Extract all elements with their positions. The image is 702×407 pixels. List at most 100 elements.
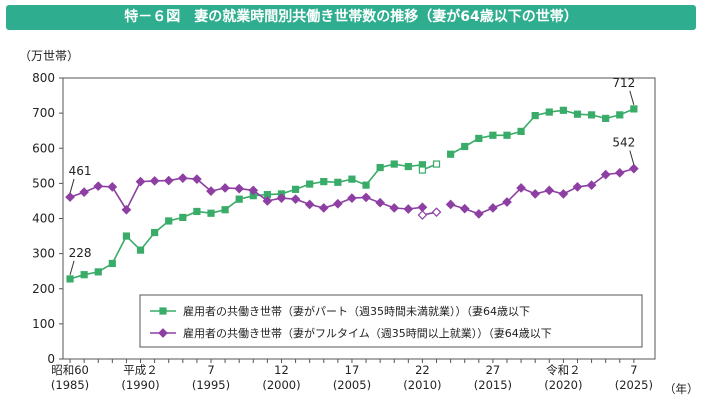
- x-tick-label: 7: [207, 363, 214, 377]
- x-tick-label: 7: [630, 363, 637, 377]
- data-point: [347, 193, 357, 203]
- legend-label: 雇用者の共働き世帯（妻がパート（週35時間未満就業））（妻64歳以下: [183, 304, 530, 318]
- data-point: [93, 181, 104, 192]
- data-point: [206, 186, 216, 196]
- data-point: [320, 178, 328, 186]
- data-point: [376, 163, 384, 172]
- legend-label: 雇用者の共働き世帯（妻がフルタイム（週35時間以上就業））（妻64歳以下: [183, 326, 552, 340]
- data-point: [94, 268, 102, 276]
- data-point: [306, 180, 314, 188]
- legend-marker: [159, 307, 167, 315]
- data-point: [333, 198, 343, 209]
- data-point: [544, 185, 555, 196]
- x-tick-year: (2005): [333, 378, 371, 392]
- data-point: [108, 259, 116, 268]
- x-axis-unit: （年）: [664, 382, 699, 396]
- data-label: 712: [612, 76, 635, 90]
- axes-group: 0100200300400500600700800昭和60(1985)平成２(1…: [32, 71, 656, 392]
- data-point: [65, 192, 75, 202]
- data-point: [362, 181, 370, 189]
- x-tick-year: (2000): [262, 378, 300, 392]
- data-point: [248, 185, 259, 196]
- data-point: [304, 199, 315, 210]
- data-point: [235, 195, 243, 203]
- data-point: [404, 162, 412, 171]
- data-point: [573, 110, 582, 118]
- data-point: [530, 189, 541, 199]
- data-point: [79, 187, 89, 198]
- data-point: [488, 203, 498, 213]
- x-tick-year: (2015): [474, 378, 512, 392]
- data-point: [318, 203, 329, 213]
- data-point: [459, 203, 470, 214]
- data-point: [149, 176, 160, 186]
- legend: 雇用者の共働き世帯（妻がパート（週35時間未満就業））（妻64歳以下雇用者の共働…: [139, 294, 643, 348]
- title-bar: 特－６図 妻の就業時間別共働き世帯数の推移（妻が64歳以下の世帯）: [6, 5, 696, 30]
- x-tick-year: (1990): [121, 378, 159, 392]
- data-point: [461, 142, 469, 151]
- data-point: [192, 174, 202, 185]
- data-point: [220, 183, 230, 193]
- data-point: [390, 160, 398, 168]
- data-point: [572, 182, 583, 192]
- x-tick-year: (1985): [51, 378, 89, 392]
- data-point: [361, 192, 371, 203]
- series-line: [69, 163, 423, 280]
- data-point: [545, 108, 553, 116]
- data-point: [445, 199, 456, 210]
- data-point: [375, 197, 385, 208]
- data-point: [234, 183, 245, 194]
- data-point: [614, 167, 625, 178]
- data-point: [403, 204, 414, 214]
- data-point: [502, 197, 512, 207]
- data-point: [600, 169, 611, 180]
- data-point: [136, 246, 145, 254]
- data-point: [122, 232, 131, 240]
- data-point: [432, 160, 441, 168]
- data-point: [630, 105, 638, 113]
- data-point: [503, 131, 511, 139]
- data-point: [475, 134, 483, 143]
- y-tick-label: 100: [32, 317, 55, 331]
- data-point: [602, 114, 610, 122]
- data-point: [348, 175, 356, 183]
- data-point: [221, 206, 229, 214]
- data-point: [558, 189, 569, 199]
- x-tick-label: 27: [486, 363, 501, 377]
- series-group: 228 461 712 542: [65, 76, 639, 283]
- data-label: 461: [69, 164, 92, 178]
- x-tick-label: 昭和60: [51, 363, 89, 377]
- data-point: [586, 180, 597, 190]
- annotation-leader: [69, 178, 75, 194]
- data-point: [531, 111, 539, 120]
- data-point: [489, 131, 497, 139]
- data-point: [193, 207, 201, 216]
- data-point: [334, 178, 342, 186]
- x-tick-year: (1995): [192, 378, 230, 392]
- data-point: [276, 193, 287, 203]
- data-point: [165, 217, 173, 225]
- data-point: [516, 183, 526, 193]
- data-point: [179, 213, 187, 222]
- x-tick-year: (2020): [544, 378, 582, 392]
- data-point: [417, 202, 428, 213]
- x-tick-year: (2010): [403, 378, 441, 392]
- data-label: 228: [69, 246, 92, 260]
- data-point: [262, 196, 273, 206]
- data-point: [291, 185, 300, 193]
- data-point: [207, 209, 215, 217]
- y-tick-label: 800: [32, 71, 55, 85]
- y-tick-label: 0: [47, 352, 55, 366]
- annotation-leader: [69, 260, 75, 276]
- y-axis-label: （万世帯）: [19, 49, 79, 63]
- legend-marker: [158, 328, 168, 338]
- x-tick-label: 令和２: [546, 363, 581, 377]
- data-point: [616, 111, 624, 119]
- legend-box: [139, 294, 643, 348]
- data-point: [447, 150, 455, 158]
- x-tick-label: 平成２: [123, 363, 158, 377]
- annotation-leader: [629, 150, 635, 165]
- x-tick-label: 12: [274, 363, 289, 377]
